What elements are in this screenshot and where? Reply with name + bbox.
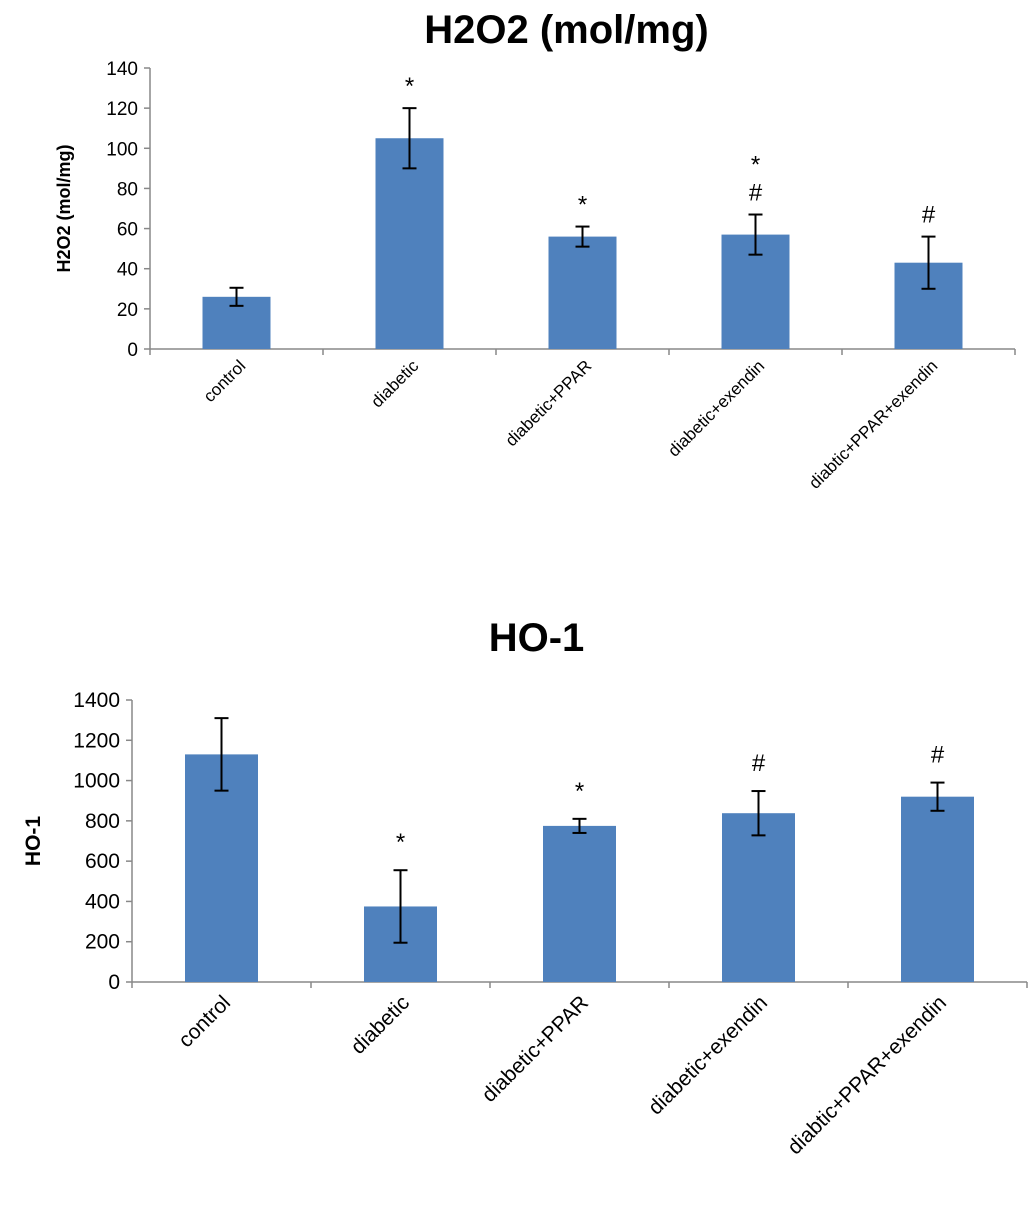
y-tick-label: 60 bbox=[117, 220, 138, 241]
asterisk-marker: * bbox=[578, 192, 587, 219]
y-tick-label: 140 bbox=[106, 59, 138, 80]
y-tick-label: 100 bbox=[106, 139, 138, 160]
chart-title-ho1: HO-1 bbox=[488, 616, 585, 660]
category-label: diabetic+PPAR bbox=[478, 991, 593, 1106]
y-tick-label: 40 bbox=[117, 260, 138, 281]
category-label: diabetic bbox=[347, 991, 414, 1058]
y-tick-label: 600 bbox=[85, 850, 120, 873]
chart-title-h2o2: H2O2 (mol/mg) bbox=[424, 8, 709, 52]
asterisk-marker: * bbox=[751, 152, 760, 179]
bar bbox=[722, 813, 795, 982]
y-tick-label: 80 bbox=[117, 179, 138, 200]
asterisk-marker: * bbox=[405, 73, 414, 100]
bar bbox=[375, 138, 444, 349]
bar bbox=[543, 825, 616, 982]
category-label: diabetic+PPAR bbox=[502, 356, 596, 450]
asterisk-marker: * bbox=[575, 778, 584, 805]
y-tick-label: 0 bbox=[108, 971, 120, 994]
y-axis-label: H2O2 (mol/mg) bbox=[54, 144, 74, 272]
category-label: diabtic+PPAR+exendin bbox=[783, 991, 951, 1159]
y-tick-label: 200 bbox=[85, 931, 120, 954]
category-label: diabtic+PPAR+exendin bbox=[805, 356, 941, 492]
bar bbox=[548, 236, 617, 349]
y-tick-label: 400 bbox=[85, 890, 120, 913]
y-tick-label: 1000 bbox=[73, 770, 120, 793]
category-label: diabetic bbox=[367, 356, 422, 411]
y-tick-label: 800 bbox=[85, 810, 120, 833]
category-label: diabetic+exendin bbox=[664, 356, 768, 460]
hash-marker: # bbox=[749, 180, 763, 207]
y-tick-label: 120 bbox=[106, 99, 138, 120]
y-tick-label: 1200 bbox=[73, 729, 120, 752]
bar bbox=[901, 796, 974, 982]
bar bbox=[185, 754, 258, 982]
asterisk-marker: * bbox=[396, 829, 405, 856]
category-label: control bbox=[200, 356, 250, 406]
hash-marker: # bbox=[931, 742, 945, 769]
y-tick-label: 0 bbox=[127, 340, 138, 361]
y-tick-label: 1400 bbox=[73, 689, 120, 712]
hash-marker: # bbox=[752, 750, 766, 777]
ho1-chart: 0 200 400 600 800 1000 1200 1400 HO-1 control * dia… bbox=[22, 689, 1028, 1159]
y-axis-label: HO-1 bbox=[22, 816, 45, 866]
category-label: diabetic+exendin bbox=[644, 991, 772, 1119]
category-label: control bbox=[174, 991, 235, 1052]
h2o2-chart: 0 20 40 60 80 100 120 140 H2O2 (mol/mg) control * d… bbox=[54, 59, 1016, 493]
hash-marker: # bbox=[922, 202, 936, 229]
y-tick-label: 20 bbox=[117, 300, 138, 321]
